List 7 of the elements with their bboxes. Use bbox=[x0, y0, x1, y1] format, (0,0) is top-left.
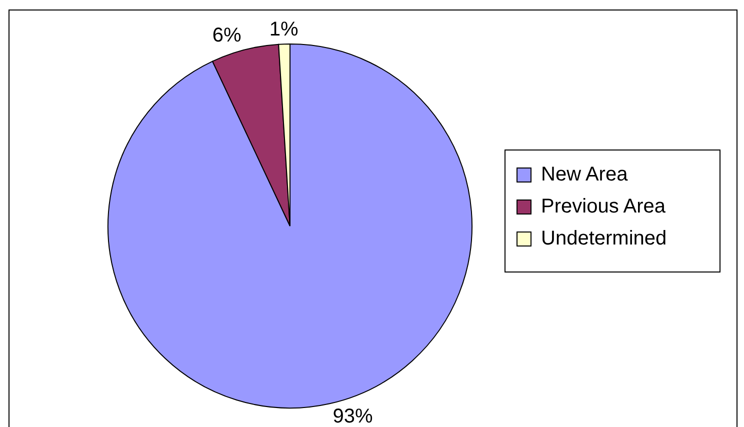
data-label: 1% bbox=[269, 18, 299, 40]
legend-label: Previous Area bbox=[541, 195, 666, 218]
data-label: 6% bbox=[212, 24, 242, 46]
data-label: 93% bbox=[332, 406, 373, 427]
legend-label: New Area bbox=[541, 163, 629, 186]
pie-slice bbox=[108, 44, 472, 408]
legend-label: Undetermined bbox=[541, 227, 667, 250]
